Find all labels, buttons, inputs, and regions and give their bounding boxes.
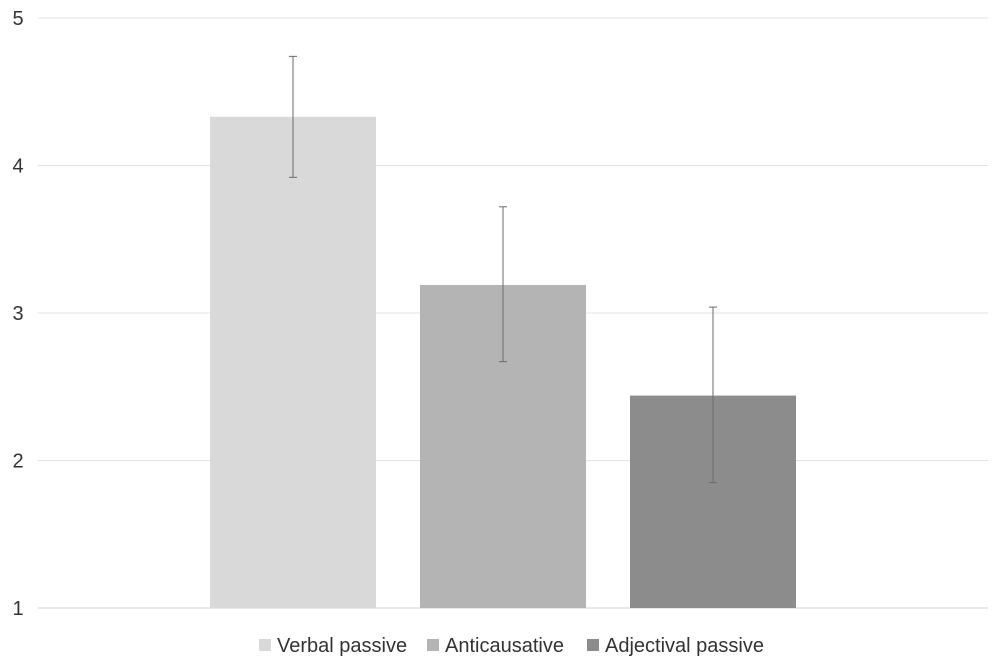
legend-label: Verbal passive [277, 635, 407, 657]
legend: Verbal passive Anticausative Adjectival pa… [259, 635, 764, 657]
bars [210, 116, 796, 608]
y-tick-label: 1 [12, 598, 23, 620]
y-tick-label: 4 [12, 156, 23, 178]
y-axis-ticks: 1 2 3 4 5 [12, 8, 23, 620]
y-tick-label: 3 [12, 303, 23, 325]
bar [210, 116, 376, 608]
legend-label: Adjectival passive [605, 635, 764, 657]
legend-swatch [587, 639, 599, 651]
legend-swatch [259, 639, 271, 651]
error-bars [289, 55, 717, 484]
y-tick-label: 2 [12, 451, 23, 473]
legend-label: Anticausative [445, 635, 564, 657]
y-tick-label: 5 [12, 8, 23, 30]
legend-swatch [427, 639, 439, 651]
